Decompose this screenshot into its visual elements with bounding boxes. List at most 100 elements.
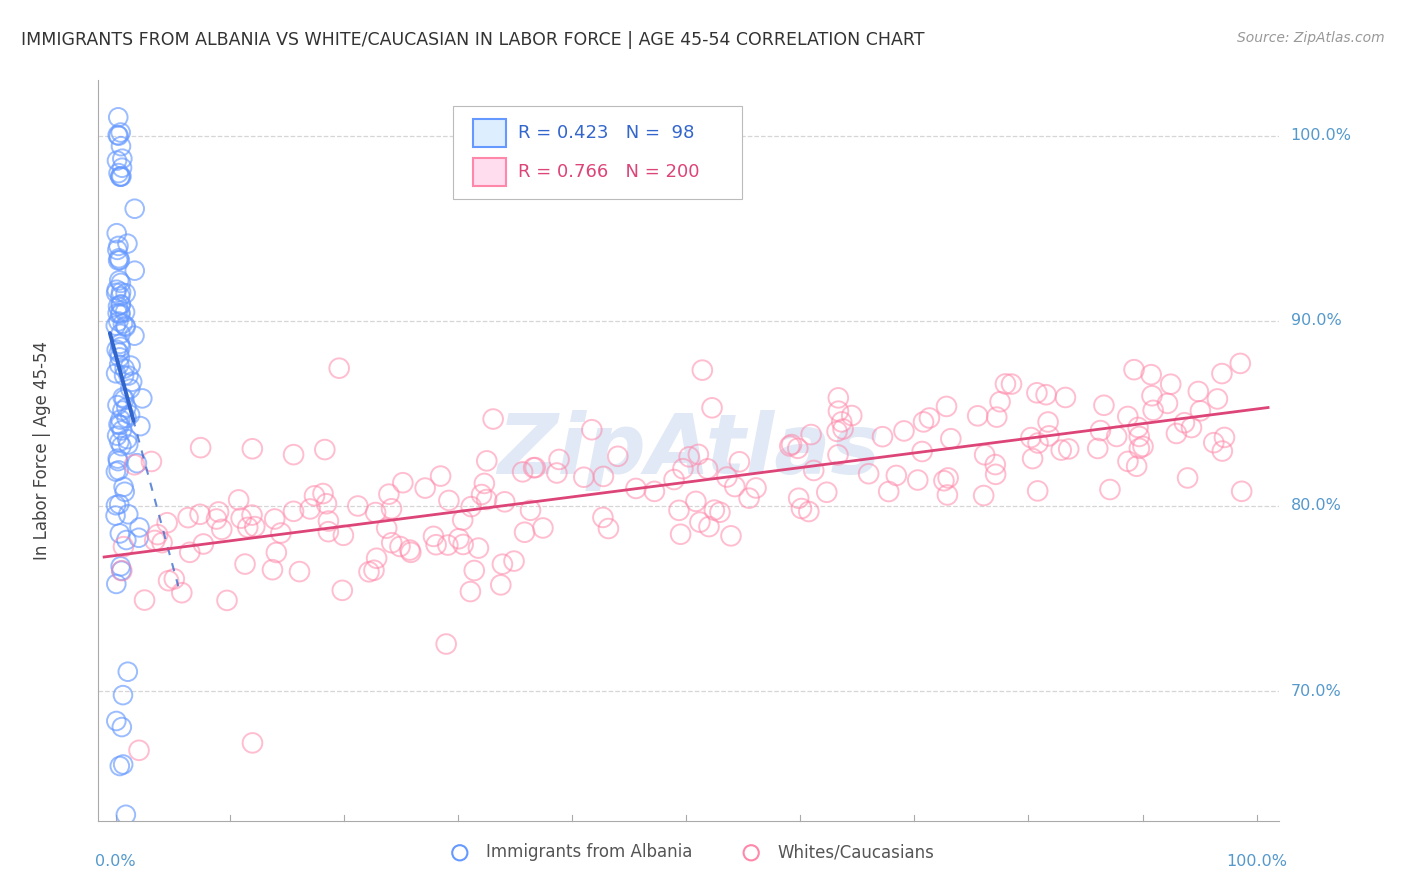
Point xyxy=(107,166,129,180)
Point xyxy=(662,473,685,487)
Point xyxy=(1211,444,1233,458)
Point xyxy=(233,557,256,571)
Point xyxy=(107,239,129,253)
Point xyxy=(581,423,603,437)
Point xyxy=(110,285,132,299)
Point xyxy=(1057,442,1080,456)
Point xyxy=(1019,431,1042,445)
Point xyxy=(936,471,959,485)
Point xyxy=(332,528,354,542)
Point xyxy=(177,510,200,524)
Point xyxy=(1025,385,1047,400)
Point xyxy=(105,714,128,728)
Point xyxy=(318,514,340,528)
Point xyxy=(112,368,135,383)
Point xyxy=(107,111,129,125)
Point xyxy=(745,481,768,495)
Point xyxy=(703,503,725,517)
Point xyxy=(399,545,422,559)
Point xyxy=(447,532,470,546)
Text: 100.0%: 100.0% xyxy=(1291,128,1351,144)
Point xyxy=(827,404,849,418)
Point xyxy=(134,593,156,607)
Point xyxy=(524,460,547,475)
Point xyxy=(399,543,422,558)
Point xyxy=(110,559,132,574)
Text: ZipAtlas: ZipAtlas xyxy=(498,410,880,491)
Point xyxy=(111,161,134,175)
Point xyxy=(115,533,138,547)
Point xyxy=(105,226,128,240)
Point xyxy=(800,427,823,442)
Point xyxy=(150,535,173,549)
Point xyxy=(475,492,498,507)
Text: 90.0%: 90.0% xyxy=(1291,313,1341,328)
Point xyxy=(112,392,135,406)
Text: Source: ZipAtlas.com: Source: ZipAtlas.com xyxy=(1237,31,1385,45)
Point xyxy=(312,486,335,500)
Point xyxy=(1038,429,1060,443)
Point xyxy=(131,392,153,406)
Point xyxy=(143,533,166,548)
Point xyxy=(110,169,132,184)
Text: 70.0%: 70.0% xyxy=(1291,683,1341,698)
Point xyxy=(1142,403,1164,417)
Point xyxy=(108,337,131,351)
Point xyxy=(827,448,849,462)
Point xyxy=(304,489,326,503)
Point xyxy=(114,320,136,334)
Point xyxy=(283,504,305,518)
Point xyxy=(685,494,707,508)
Point xyxy=(984,467,1007,482)
Point xyxy=(107,454,129,468)
Point xyxy=(494,495,516,509)
Point xyxy=(669,527,692,541)
Point xyxy=(124,458,146,472)
Point xyxy=(157,574,180,588)
Point xyxy=(188,508,211,522)
Point xyxy=(107,128,129,143)
Point xyxy=(124,202,146,216)
Point xyxy=(460,584,482,599)
Point xyxy=(375,521,398,535)
Point xyxy=(299,502,322,516)
Point xyxy=(330,583,353,598)
Point xyxy=(827,391,849,405)
Point xyxy=(105,367,128,381)
Point xyxy=(107,451,129,466)
Point xyxy=(124,263,146,277)
Point xyxy=(467,541,489,555)
Point xyxy=(472,476,495,491)
Point xyxy=(107,417,129,432)
Point xyxy=(111,152,134,166)
Text: In Labor Force | Age 45-54: In Labor Force | Age 45-54 xyxy=(32,341,51,560)
Point xyxy=(108,345,131,359)
Point xyxy=(110,412,132,426)
Point xyxy=(984,458,1007,472)
Point xyxy=(907,473,929,487)
Point xyxy=(207,505,229,519)
Point xyxy=(451,513,474,527)
Point xyxy=(120,359,142,373)
Point xyxy=(190,441,212,455)
Point xyxy=(111,564,134,578)
Text: IMMIGRANTS FROM ALBANIA VS WHITE/CAUCASIAN IN LABOR FORCE | AGE 45-54 CORRELATIO: IMMIGRANTS FROM ALBANIA VS WHITE/CAUCASI… xyxy=(21,31,925,49)
Point xyxy=(111,688,134,702)
Point xyxy=(482,412,505,426)
Point xyxy=(117,236,139,251)
Point xyxy=(1202,435,1225,450)
Point xyxy=(1116,409,1139,424)
Point xyxy=(108,273,131,287)
Point xyxy=(229,511,252,525)
Point xyxy=(966,409,988,423)
Point xyxy=(437,538,460,552)
FancyBboxPatch shape xyxy=(453,106,742,199)
Point xyxy=(451,537,474,551)
Point xyxy=(988,394,1011,409)
Point xyxy=(107,314,129,328)
Point xyxy=(425,538,447,552)
Point xyxy=(624,482,647,496)
Point xyxy=(108,759,131,773)
Point xyxy=(911,444,934,458)
Point xyxy=(110,289,132,303)
